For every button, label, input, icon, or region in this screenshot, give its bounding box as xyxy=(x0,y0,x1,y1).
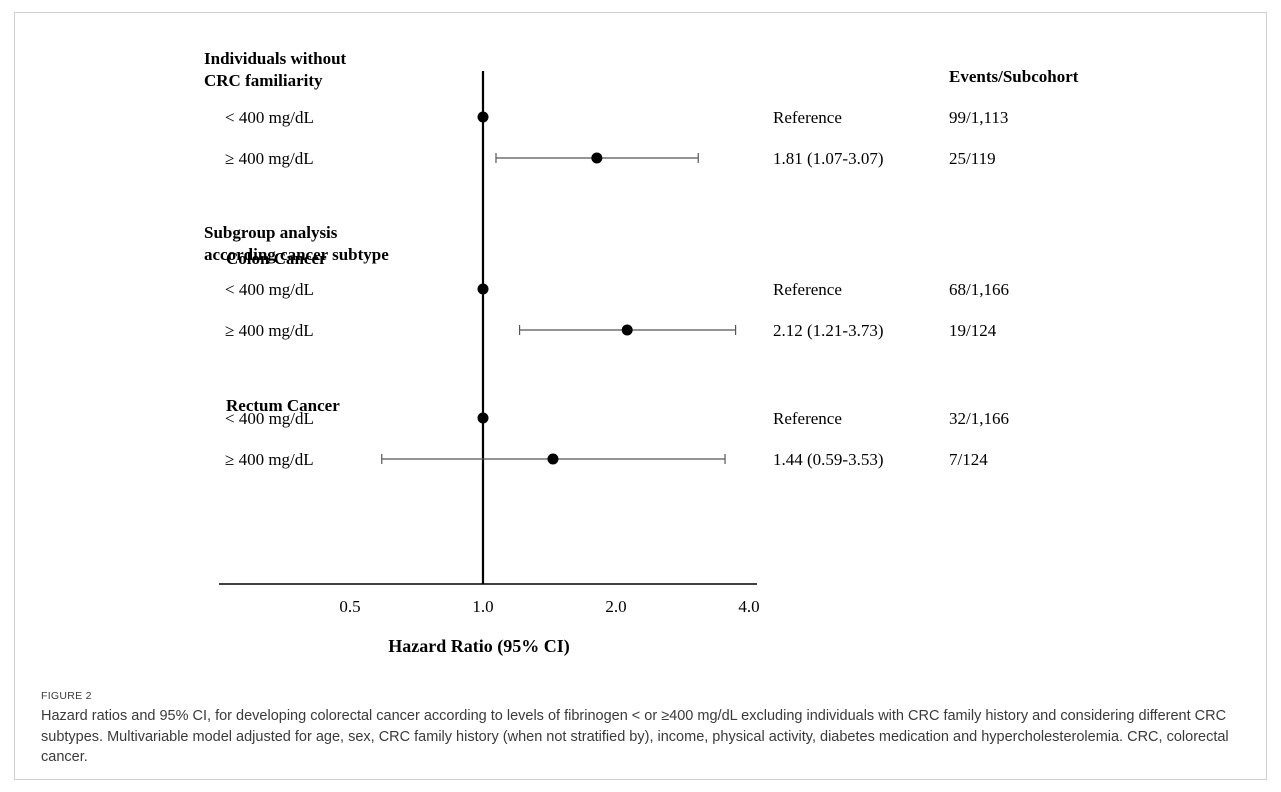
point-estimate xyxy=(477,111,489,123)
x-tick-label: 1.0 xyxy=(472,597,493,616)
x-tick-label: 4.0 xyxy=(738,597,759,616)
row-labels: < 400 mg/dL ≥ 400 mg/dL < 400 mg/dL ≥ 400 m… xyxy=(225,108,314,469)
section-heading: Individuals without xyxy=(204,49,347,68)
events-cell: 19/124 xyxy=(949,321,997,340)
section-heading: Rectum Cancer xyxy=(226,396,340,415)
estimate-cell: 1.81 (1.07-3.07) xyxy=(773,149,883,168)
forest-plot: Individuals without CRC familiarity Subgro… xyxy=(204,49,1079,657)
events-cell: 7/124 xyxy=(949,450,988,469)
estimate-cell: 2.12 (1.21-3.73) xyxy=(773,321,883,340)
section-heading: Subgroup analysis xyxy=(204,223,338,242)
section-heading: CRC familiarity xyxy=(204,71,323,90)
section-heading: according cancer subtype xyxy=(204,245,389,264)
row-label: < 400 mg/dL xyxy=(225,280,314,299)
events-cell: 99/1,113 xyxy=(949,108,1008,127)
figure-caption: FIGURE 2 Hazard ratios and 95% CI, for d… xyxy=(41,690,1261,768)
caption-text: Hazard ratios and 95% CI, for developing… xyxy=(41,708,1229,765)
estimate-marks xyxy=(381,111,737,465)
row-label: ≥ 400 mg/dL xyxy=(225,321,314,340)
figure-panel: Individuals without CRC familiarity Subgro… xyxy=(14,12,1267,780)
events-cell: 25/119 xyxy=(949,149,996,168)
x-axis: 0.5 1.0 2.0 4.0 Hazard Ratio (95% CI) xyxy=(219,71,760,657)
point-estimate xyxy=(591,152,603,164)
estimate-cell: Reference xyxy=(773,280,842,299)
section-headings: Individuals without CRC familiarity Subgro… xyxy=(204,49,389,415)
point-estimate xyxy=(621,324,633,336)
point-estimate xyxy=(477,283,489,295)
row-label: ≥ 400 mg/dL xyxy=(225,450,314,469)
estimate-cell: Reference xyxy=(773,108,842,127)
events-column-header: Events/Subcohort xyxy=(949,67,1079,86)
estimate-cell: Reference xyxy=(773,409,842,428)
estimates-table: Events/Subcohort Reference 99/1,113 1.81 (… xyxy=(773,67,1079,469)
row-label: < 400 mg/dL xyxy=(225,409,314,428)
row-label: < 400 mg/dL xyxy=(225,108,314,127)
x-axis-label: Hazard Ratio (95% CI) xyxy=(388,636,569,657)
estimate-cell: 1.44 (0.59-3.53) xyxy=(773,450,883,469)
point-estimate xyxy=(547,453,559,465)
events-cell: 32/1,166 xyxy=(949,409,1009,428)
x-tick-label: 0.5 xyxy=(339,597,360,616)
row-label: ≥ 400 mg/dL xyxy=(225,149,314,168)
figure-label: FIGURE 2 xyxy=(41,690,92,702)
section-heading: Colon Cancer xyxy=(226,249,327,268)
events-cell: 68/1,166 xyxy=(949,280,1009,299)
x-tick-label: 2.0 xyxy=(605,597,626,616)
point-estimate xyxy=(477,412,489,424)
